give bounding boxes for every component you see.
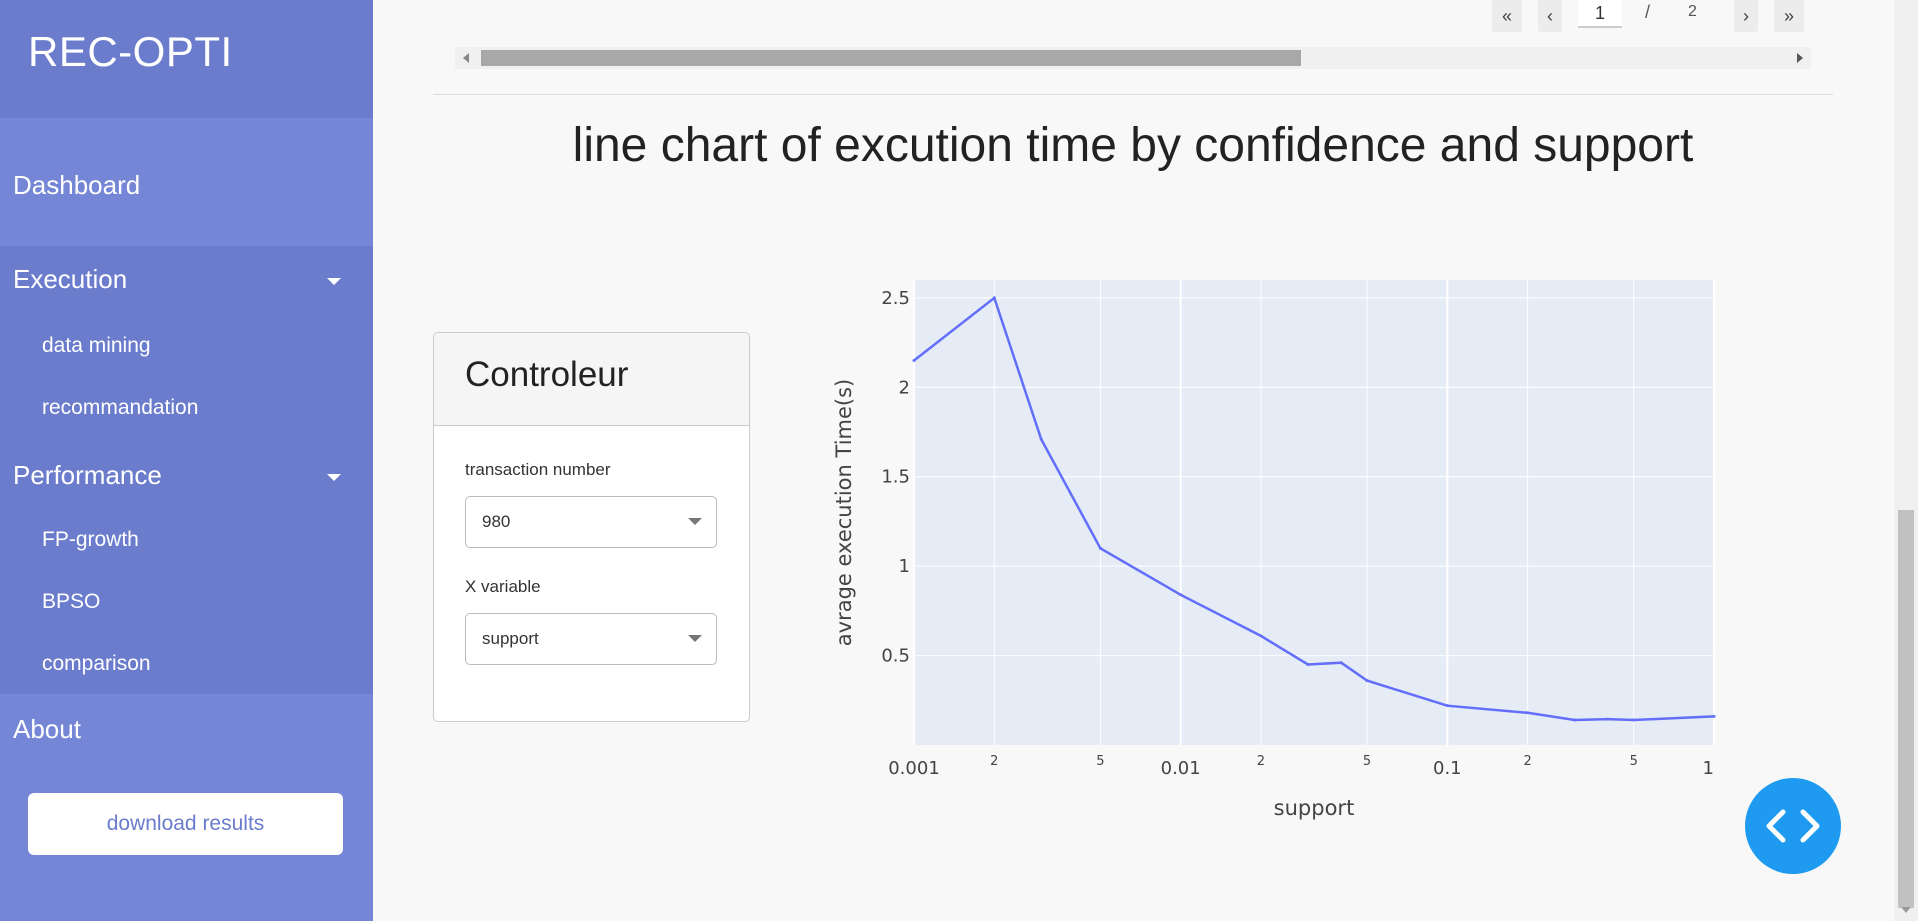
data-point (1039, 437, 1043, 441)
y-axis-ticks: 0.5 1 1.5 2 2.5 (881, 288, 910, 667)
data-point (1098, 546, 1102, 550)
x-axis-label: support (1274, 796, 1355, 820)
data-point (1339, 661, 1343, 665)
controller-header: Controleur (434, 333, 749, 426)
data-point (1259, 634, 1263, 638)
scroll-left-icon[interactable] (463, 53, 469, 63)
download-results-button[interactable]: download results (28, 793, 343, 855)
page-total: 2 (1688, 3, 1697, 20)
y-tick-label: 1.5 (881, 467, 910, 488)
sidebar-item-label: About (13, 714, 81, 744)
data-point (1632, 718, 1636, 722)
divider (433, 94, 1833, 95)
scroll-down-icon[interactable] (1901, 907, 1911, 913)
x-minor-tick-label: 2 (990, 754, 998, 769)
data-point (992, 296, 996, 300)
sidebar-group-execution: Execution data mining recommandation (0, 246, 373, 450)
x-axis-ticks: 0.001 0.01 0.1 1 2 5 2 5 2 5 (888, 754, 1714, 779)
y-tick-label: 1 (899, 556, 910, 577)
select-value: support (482, 629, 539, 648)
code-toggle-button[interactable] (1745, 778, 1841, 874)
page-title: line chart of excution time by confidenc… (572, 119, 1694, 172)
y-tick-label: 2.5 (881, 288, 910, 309)
data-point (1526, 711, 1530, 715)
x-variable-select[interactable]: support (465, 613, 717, 665)
sidebar: REC-OPTI Dashboard Execution data mining… (0, 0, 373, 921)
chevron-down-icon (688, 635, 702, 642)
x-minor-tick-label: 5 (1363, 754, 1371, 769)
scrollbar-thumb[interactable] (1898, 510, 1914, 908)
last-page-button[interactable]: » (1774, 0, 1804, 32)
controller-title: Controleur (465, 355, 629, 394)
y-axis-label: avrage execution Time(s) (832, 379, 856, 646)
data-point (1445, 704, 1449, 708)
chevron-down-icon[interactable] (327, 474, 341, 481)
prev-page-button[interactable]: ‹ (1538, 0, 1562, 32)
double-chevron-right-icon: » (1783, 5, 1794, 26)
first-page-button[interactable]: « (1492, 0, 1522, 32)
page-separator: / (1645, 2, 1651, 22)
transaction-number-select[interactable]: 980 (465, 496, 717, 548)
x-tick-label: 1 (1703, 758, 1714, 779)
x-minor-tick-label: 5 (1096, 754, 1104, 769)
data-point (1306, 663, 1310, 667)
sidebar-item-performance[interactable]: Performance (13, 460, 162, 490)
x-tick-label: 0.001 (888, 758, 940, 779)
brand-header: REC-OPTI (0, 0, 373, 118)
x-minor-tick-label: 2 (1257, 754, 1265, 769)
data-point (1573, 718, 1577, 722)
double-chevron-left-icon: « (1501, 5, 1512, 26)
chevron-down-icon[interactable] (327, 278, 341, 285)
chevron-down-icon (688, 518, 702, 525)
data-point (1179, 593, 1183, 597)
horizontal-scrollbar[interactable] (455, 47, 1811, 69)
x-tick-label: 0.01 (1161, 758, 1201, 779)
code-brackets-icon (1766, 809, 1820, 843)
brand-title: REC-OPTI (28, 28, 233, 75)
x-tick-label: 0.1 (1433, 758, 1462, 779)
sidebar-subitem-fp-growth[interactable]: FP-growth (42, 528, 139, 551)
data-point (1365, 679, 1369, 683)
y-tick-label: 2 (899, 377, 910, 398)
x-minor-tick-label: 2 (1523, 754, 1531, 769)
y-tick-label: 0.5 (881, 646, 910, 667)
select-value: 980 (482, 512, 511, 531)
scrollbar-thumb[interactable] (481, 50, 1301, 66)
sidebar-subitem-recommandation[interactable]: recommandation (42, 396, 199, 419)
next-page-button[interactable]: › (1734, 0, 1758, 32)
sidebar-subitem-comparison[interactable]: comparison (42, 652, 151, 675)
sidebar-group-performance: Performance FP-growth BPSO comparison (0, 450, 373, 694)
controller-card: Controleur transaction number 980 X vari… (433, 332, 750, 722)
chevron-right-icon: › (1743, 5, 1749, 26)
plot-area (914, 280, 1714, 745)
sidebar-item-label: Dashboard (13, 170, 141, 200)
sidebar-item-dashboard[interactable]: Dashboard (0, 118, 373, 246)
sidebar-subitem-bpso[interactable]: BPSO (42, 590, 101, 613)
sidebar-subitem-data-mining[interactable]: data mining (42, 334, 151, 357)
x-minor-tick-label: 5 (1630, 754, 1638, 769)
transaction-number-label: transaction number (465, 460, 611, 479)
line-chart: 0.511.522.5 0.001 0.01 0.1 12 5 2 5 2 5 support … (832, 280, 1716, 820)
sidebar-item-execution[interactable]: Execution (13, 264, 128, 294)
vertical-scrollbar[interactable] (1894, 0, 1918, 921)
x-variable-label: X variable (465, 577, 541, 596)
data-point (1606, 717, 1610, 721)
chevron-left-icon: ‹ (1547, 5, 1553, 26)
page-number-input[interactable] (1578, 0, 1622, 28)
scroll-right-icon[interactable] (1797, 53, 1803, 63)
grid-lines (913, 280, 1715, 745)
data-points (912, 296, 1716, 722)
data-point (1712, 714, 1716, 718)
data-point (912, 358, 916, 362)
